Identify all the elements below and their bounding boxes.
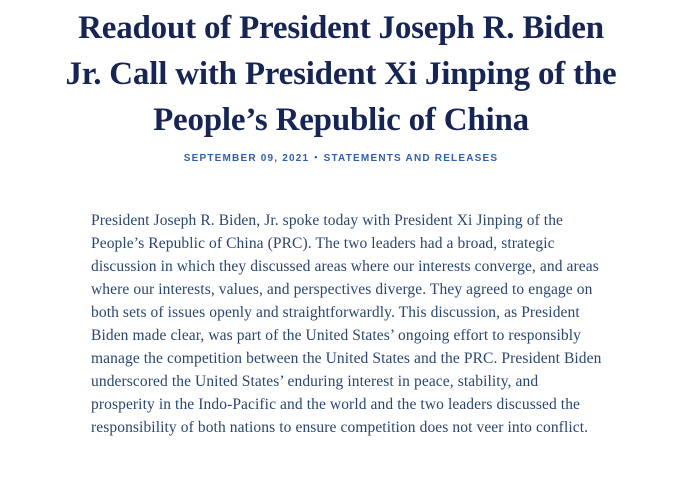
publish-date: SEPTEMBER 09, 2021 bbox=[183, 153, 310, 164]
page-title: Readout of President Joseph R. Biden Jr.… bbox=[0, 0, 682, 143]
page-title-line-3: People’s Republic of China bbox=[153, 102, 529, 138]
meta-separator-dot: • bbox=[314, 152, 319, 162]
article-paragraph: President Joseph R. Biden, Jr. spoke tod… bbox=[91, 212, 602, 436]
page-title-line-1: Readout of President Joseph R. Biden bbox=[78, 10, 604, 46]
page-title-line-2: Jr. Call with President Xi Jinping of th… bbox=[65, 56, 617, 92]
article-body: President Joseph R. Biden, Jr. spoke tod… bbox=[0, 209, 682, 439]
article-header: Readout of President Joseph R. Biden Jr.… bbox=[0, 0, 682, 164]
category-link[interactable]: STATEMENTS AND RELEASES bbox=[323, 153, 499, 164]
article-meta: SEPTEMBER 09, 2021 • STATEMENTS AND RELEAS… bbox=[0, 152, 682, 164]
